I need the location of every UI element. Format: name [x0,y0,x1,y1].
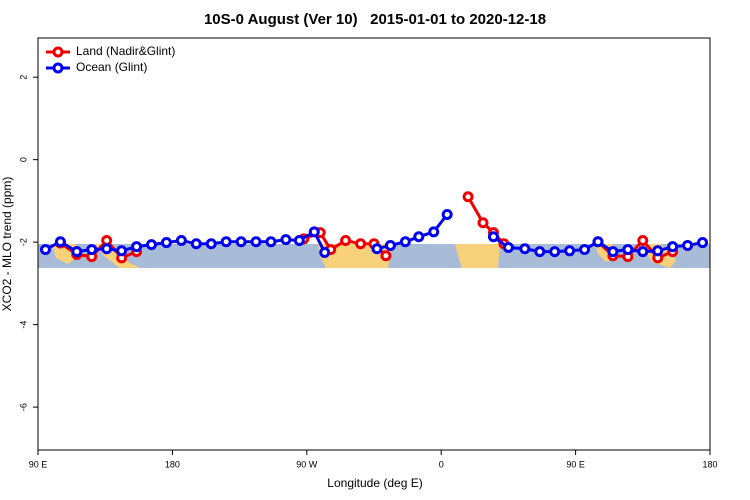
point [622,244,634,256]
x-tick-label: 90 E [29,459,48,469]
point [682,239,694,251]
point [160,237,172,249]
legend-marker [52,46,64,58]
plot-frame [37,37,711,451]
point [116,245,128,257]
point [175,234,187,246]
x-tick-label: 90 W [296,459,318,469]
point [384,239,396,251]
point [293,234,305,246]
point [308,226,320,238]
y-tick-label: -2 [18,238,28,246]
y-tick-label: 0 [18,157,28,162]
point [54,236,66,248]
point [131,241,143,253]
x-tick-label: 180 [165,459,180,469]
point [235,236,247,248]
point [637,234,649,246]
point [652,245,664,257]
point [380,250,392,262]
point [487,231,499,243]
point [319,246,331,258]
x-tick-label: 90 E [566,459,585,469]
legend-label: Ocean (Glint) [76,60,147,74]
point [579,244,591,256]
point [428,226,440,238]
x-tick-label: 180 [702,459,717,469]
point [205,238,217,250]
y-tick-label: -6 [18,403,28,411]
point [355,238,367,250]
point [145,239,157,251]
point [534,246,546,258]
point [413,231,425,243]
point [667,241,679,253]
point [280,234,292,246]
point [549,246,561,258]
legend-marker [52,62,64,74]
y-tick-label: -4 [18,321,28,329]
point [592,236,604,248]
point [697,237,709,249]
point [519,243,531,255]
point [564,245,576,257]
point [477,217,489,229]
point [101,243,113,255]
point [39,244,51,256]
point [371,243,383,255]
y-tick-label: 2 [18,75,28,80]
point [399,236,411,248]
point [637,246,649,258]
point [190,238,202,250]
chart-title: 10S-0 August (Ver 10) 2015-01-01 to 2020… [204,11,546,28]
point [250,236,262,248]
x-tick-label: 0 [439,459,444,469]
point [86,244,98,256]
point [340,234,352,246]
y-axis-label: XCO2 - MLO trend (ppm) [0,177,14,312]
legend-label: Land (Nadir&Glint) [76,44,175,58]
point [265,236,277,248]
point [441,209,453,221]
x-axis-label: Longitude (deg E) [327,476,422,490]
point [71,246,83,258]
point [462,191,474,203]
point [607,246,619,258]
point [220,236,232,248]
point [502,242,514,254]
